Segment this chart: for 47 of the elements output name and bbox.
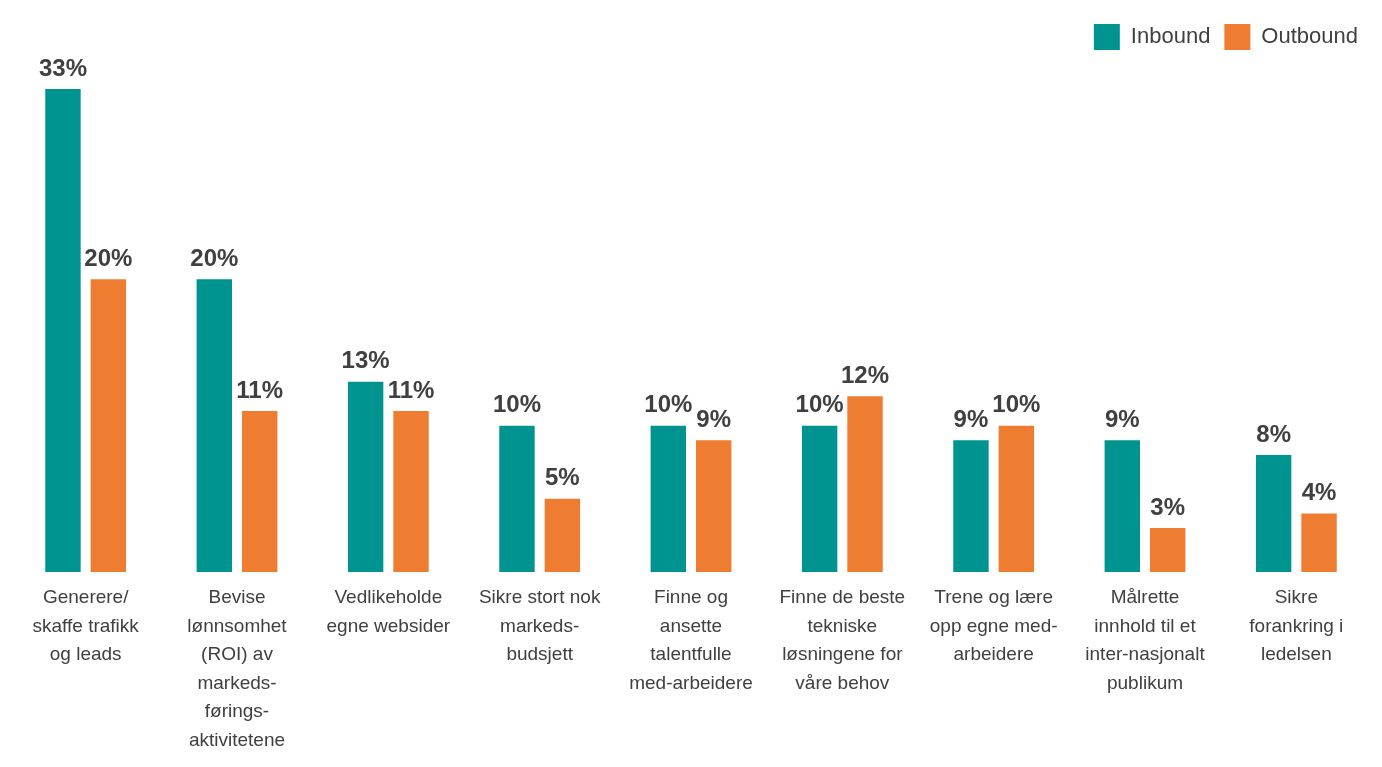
x-tick-label: Vedlikeholde egne websider bbox=[326, 586, 451, 636]
bar bbox=[1149, 528, 1186, 572]
bar bbox=[347, 381, 384, 572]
bar bbox=[801, 425, 838, 572]
bar bbox=[1104, 440, 1141, 572]
data-label: 10% bbox=[644, 390, 693, 418]
bar bbox=[998, 425, 1035, 572]
data-label: 5% bbox=[545, 463, 580, 491]
x-tick-label: Trene og lære opp egne med-arbeidere bbox=[929, 586, 1058, 665]
x-tick-label: Finne og ansette talentfulle med-arbeidere bbox=[629, 586, 753, 693]
bar bbox=[695, 440, 732, 572]
data-label: 4% bbox=[1301, 478, 1337, 506]
bar bbox=[241, 410, 278, 572]
bar bbox=[45, 88, 81, 572]
legend-label: Outbound bbox=[1261, 23, 1358, 49]
bar bbox=[1301, 513, 1337, 572]
bar bbox=[650, 425, 687, 572]
data-label: 20% bbox=[190, 243, 239, 271]
data-label: 9% bbox=[696, 404, 732, 432]
data-label: 33% bbox=[38, 53, 87, 81]
bar bbox=[393, 410, 429, 572]
data-label: 11% bbox=[387, 375, 435, 403]
x-tick-label: Generere/ skaffe trafikk og leads bbox=[32, 586, 140, 665]
data-label: 11% bbox=[236, 375, 284, 403]
data-label: 13% bbox=[341, 346, 390, 374]
x-tick-label: Bevise lønnsomhet (ROI) av markeds-førings-aktivitetene bbox=[187, 586, 288, 750]
x-tick-label: Målrette innhold til et inter-nasjonalt publikum bbox=[1085, 586, 1206, 693]
data-label: 12% bbox=[841, 360, 890, 388]
data-label: 10% bbox=[795, 390, 844, 418]
data-label: 3% bbox=[1150, 492, 1186, 520]
data-label: 20% bbox=[84, 243, 133, 271]
data-label: 9% bbox=[953, 404, 989, 432]
legend-label: Inbound bbox=[1130, 23, 1211, 49]
data-label: 8% bbox=[1256, 419, 1291, 447]
data-label: 10% bbox=[992, 390, 1041, 418]
bar bbox=[953, 440, 989, 572]
x-tick-label: Sikre forankring i ledelsen bbox=[1249, 586, 1344, 665]
bar bbox=[196, 279, 233, 572]
data-label: 9% bbox=[1104, 404, 1140, 432]
bar bbox=[544, 498, 581, 572]
bar bbox=[90, 279, 127, 572]
bar bbox=[1255, 454, 1292, 572]
bar bbox=[499, 425, 535, 572]
bar bbox=[847, 396, 883, 572]
data-label: 10% bbox=[492, 390, 541, 418]
x-tick-label: Finne de beste tekniske løsningene for våre behov bbox=[779, 586, 906, 693]
x-tick-label: Sikre stort nok markeds-budsjett bbox=[478, 586, 601, 665]
